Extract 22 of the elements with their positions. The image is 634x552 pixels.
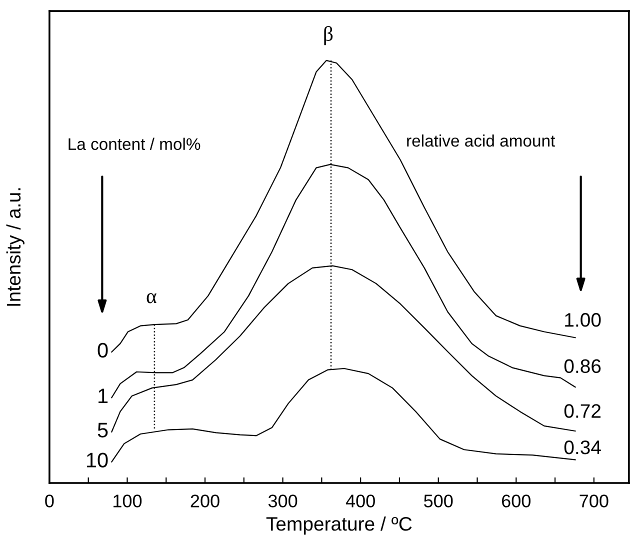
x-tick-label: 300 (268, 494, 298, 508)
series-label: 5 (98, 422, 108, 438)
series-label: 10 (86, 452, 108, 468)
x-tick-label: 700 (580, 494, 608, 508)
series-label: 1 (98, 388, 108, 404)
annotation: 0.86 (564, 359, 601, 374)
y-axis-title: Intensity / a.u. (6, 188, 24, 306)
annotation: 0.34 (564, 440, 601, 454)
annotation: 1.00 (565, 313, 601, 327)
x-tick-label: 600 (502, 494, 530, 508)
x-tick-label: 100 (114, 494, 142, 508)
series-label: 0 (98, 342, 108, 358)
x-tick-label: 200 (190, 494, 220, 508)
x-tick-label: 0 (45, 494, 54, 508)
text: β (324, 26, 333, 46)
x-axis-title: Temperature / ºC (266, 516, 412, 535)
x-tick-label: 400 (346, 494, 375, 508)
annotation: relative acid amount (407, 134, 556, 147)
annotation: La content / mol% (68, 138, 200, 150)
x-tick-label: 500 (424, 494, 453, 508)
annotation: α (146, 293, 156, 304)
annotation: 0.72 (564, 404, 601, 418)
